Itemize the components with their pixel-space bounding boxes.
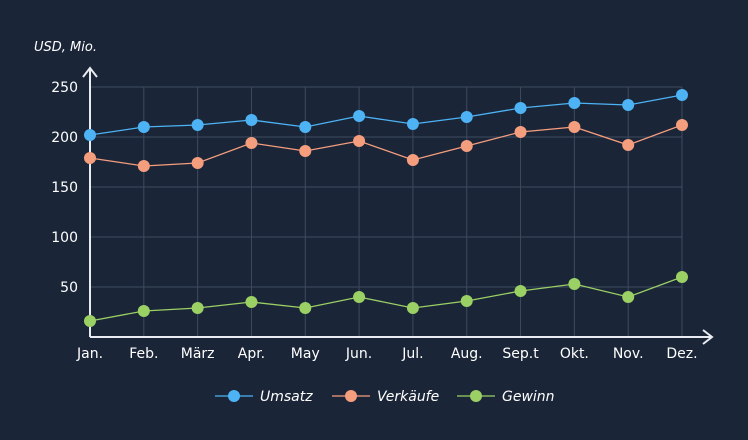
- legend-swatch-marker: [345, 390, 357, 402]
- data-point[interactable]: [568, 121, 581, 133]
- data-point[interactable]: [245, 137, 258, 149]
- x-tick-label: Dez.: [666, 346, 697, 362]
- data-point[interactable]: [676, 271, 688, 283]
- x-tick-label: Aug.: [451, 346, 483, 362]
- data-point[interactable]: [84, 315, 96, 327]
- series-verkäufe: [84, 119, 688, 172]
- data-point[interactable]: [406, 302, 419, 314]
- data-point[interactable]: [514, 126, 527, 138]
- legend-label: Umsatz: [260, 389, 313, 405]
- legend-label: Gewinn: [502, 389, 555, 405]
- x-tick-label: Jul.: [401, 346, 423, 362]
- data-point[interactable]: [191, 302, 204, 314]
- x-axis-arrow: [702, 329, 714, 345]
- y-tick-label: 100: [51, 230, 78, 246]
- data-point[interactable]: [137, 305, 150, 317]
- x-tick-label: Apr.: [238, 346, 265, 362]
- data-point[interactable]: [84, 152, 96, 164]
- legend-item-umsatz[interactable]: Umsatz: [215, 389, 313, 405]
- data-point[interactable]: [299, 121, 312, 133]
- data-point[interactable]: [406, 118, 419, 130]
- data-point[interactable]: [353, 291, 366, 303]
- legend-label: Verkäufe: [377, 389, 439, 405]
- data-point[interactable]: [460, 111, 473, 123]
- data-point[interactable]: [568, 278, 581, 290]
- data-point[interactable]: [460, 140, 473, 152]
- data-point[interactable]: [191, 119, 204, 131]
- data-point[interactable]: [245, 296, 258, 308]
- data-point[interactable]: [84, 129, 96, 141]
- series-layer: [84, 89, 688, 327]
- legend-item-gewinn[interactable]: Gewinn: [457, 389, 555, 405]
- data-point[interactable]: [622, 99, 635, 111]
- data-point[interactable]: [514, 285, 527, 297]
- x-tick-label: May: [291, 346, 320, 362]
- y-tick-labels: 50 100 150 200 250: [51, 80, 78, 296]
- legend-swatch-marker: [228, 390, 240, 402]
- legend-item-verkäufe[interactable]: Verkäufe: [332, 389, 439, 405]
- data-point[interactable]: [353, 135, 366, 147]
- axes: [82, 66, 714, 345]
- series-line: [89, 94, 683, 136]
- data-point[interactable]: [299, 145, 312, 157]
- data-point[interactable]: [353, 110, 366, 122]
- data-point[interactable]: [137, 121, 150, 133]
- data-point[interactable]: [245, 114, 258, 126]
- x-tick-label: Nov.: [613, 346, 644, 362]
- data-point[interactable]: [568, 97, 581, 109]
- x-tick-label: Okt.: [560, 346, 589, 362]
- data-point[interactable]: [676, 89, 688, 101]
- series-gewinn: [84, 271, 688, 327]
- y-tick-label: 250: [51, 80, 78, 96]
- y-axis-arrow: [82, 66, 98, 78]
- legend-swatch-marker: [470, 390, 482, 402]
- data-point[interactable]: [137, 160, 150, 172]
- series-line: [89, 276, 683, 322]
- series-line: [89, 124, 683, 167]
- x-tick-label: Jun.: [345, 346, 372, 362]
- x-tick-label: Feb.: [129, 346, 158, 362]
- x-tick-labels: Jan. Feb. März Apr. May Jun. Jul. Aug. Sep.t Okt.…: [76, 346, 698, 362]
- x-tick-label: März: [181, 346, 215, 362]
- data-point[interactable]: [622, 139, 635, 151]
- data-point[interactable]: [191, 157, 204, 169]
- y-tick-label: 200: [51, 130, 78, 146]
- x-tick-label: Jan.: [76, 346, 103, 362]
- data-point[interactable]: [622, 291, 635, 303]
- x-tick-label: Sep.t: [502, 346, 539, 362]
- data-point[interactable]: [406, 154, 419, 166]
- data-point[interactable]: [514, 102, 527, 114]
- series-umsatz: [84, 89, 688, 141]
- y-tick-label: 50: [60, 280, 78, 296]
- data-point[interactable]: [299, 302, 312, 314]
- legend: Umsatz Verkäufe Gewinn: [215, 389, 555, 405]
- y-tick-label: 150: [51, 180, 78, 196]
- data-point[interactable]: [676, 119, 688, 131]
- data-point[interactable]: [460, 295, 473, 307]
- y-axis-unit-label: USD, Mio.: [34, 40, 97, 55]
